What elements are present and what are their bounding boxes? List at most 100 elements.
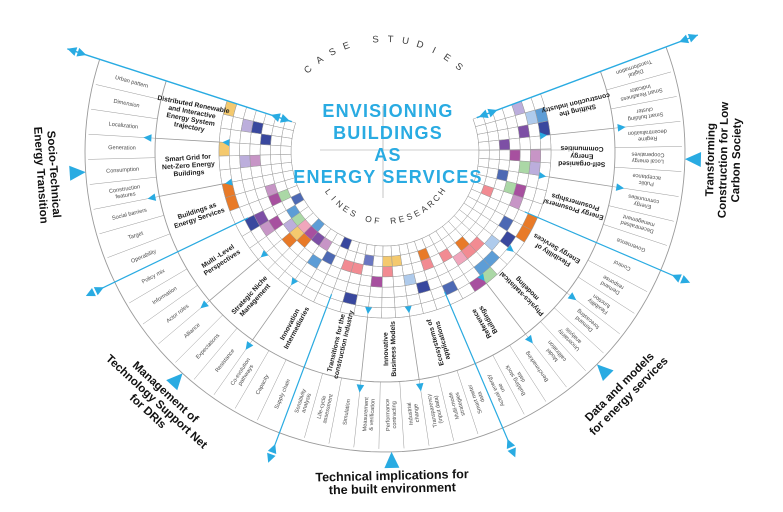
- keyword-divider: [554, 307, 604, 354]
- matrix-cell: [392, 265, 404, 277]
- matrix-cell: [529, 135, 541, 150]
- sector-divider: [549, 176, 613, 187]
- keyword-label: Measurement& verification: [362, 397, 377, 432]
- sector-label: Flexibility ofEnergy Services: [529, 231, 582, 271]
- sector-marker: [200, 300, 209, 309]
- title-line: ENERGY SERVICES: [293, 167, 483, 187]
- arc-letter: S: [372, 34, 379, 45]
- keyword-label: Target: [127, 231, 144, 242]
- sector-marker: [477, 273, 485, 282]
- keyword-divider: [257, 359, 287, 421]
- sector-divider: [159, 183, 223, 197]
- matrix-cell: [540, 148, 552, 164]
- matrix-cell: [519, 149, 531, 162]
- arc-letter: D: [415, 39, 425, 52]
- matrix-cell: [507, 126, 520, 140]
- keyword-divider: [328, 377, 342, 444]
- sector-marker: [225, 178, 233, 186]
- fan-edge-line: [476, 34, 699, 119]
- keyword-label: Smart ReadinessIndicator: [618, 80, 663, 102]
- keyword-label: Performancecontracting: [385, 399, 398, 431]
- bowtie-marker: [76, 47, 87, 57]
- keyword-label: Co-evolutionpathways: [230, 357, 257, 390]
- keyword-label: Industrialchange: [407, 401, 422, 425]
- diagram-title: ENVISIONING BUILDINGS AS ENERGY SERVICES: [272, 100, 504, 188]
- sector-label: Distributed Renewableand InteractiveEner…: [152, 95, 230, 138]
- matrix-cell: [528, 161, 541, 176]
- matrix-cell: [381, 307, 396, 319]
- keyword-label: Benchmarking: [525, 350, 551, 383]
- keyword-divider: [608, 205, 674, 222]
- matrix-cell: [373, 245, 384, 257]
- matrix-cell: [393, 285, 407, 298]
- group-label: Socio-TechnicalEnergy Transition: [31, 125, 63, 224]
- keyword-divider: [540, 321, 586, 372]
- matrix-cell: [529, 148, 541, 163]
- bowtie-marker: [680, 275, 691, 284]
- bowtie-marker: [85, 288, 96, 297]
- matrix-cell: [372, 255, 384, 267]
- sector-label: InnovationIntermediaries: [276, 302, 311, 350]
- arc-letter: T: [387, 34, 394, 45]
- keyword-label: Control: [613, 258, 632, 271]
- bowtie-marker: [487, 108, 498, 118]
- sector-label: Transitions for theconstruction industry: [325, 308, 355, 380]
- group-arrow: [384, 451, 400, 469]
- keyword-label: Transparency(input data): [427, 392, 446, 428]
- matrix-cell: [370, 275, 383, 288]
- keyword-label: Energycommunities: [626, 192, 659, 210]
- sector-label: InnovativeBusiness Models: [382, 321, 398, 377]
- sector-marker: [415, 382, 424, 392]
- matrix-cell: [382, 255, 393, 267]
- matrix-cell: [517, 124, 530, 139]
- keyword-label: Local energyCooperatives: [631, 151, 664, 164]
- sector-marker: [538, 171, 547, 179]
- arc-letter: C: [431, 192, 443, 203]
- keyword-label: DigitalTransformation: [615, 58, 654, 81]
- matrix-cell: [363, 254, 375, 267]
- keyword-label: Information: [152, 286, 179, 306]
- matrix-cell: [229, 155, 241, 170]
- band-arc: [154, 71, 616, 383]
- arc-letter: N: [334, 198, 345, 210]
- keyword-label: Policy mix: [141, 268, 166, 285]
- group-label: Technical implications forthe built envi…: [315, 467, 469, 497]
- matrix-cell: [239, 155, 251, 169]
- matrix-cell: [361, 264, 374, 277]
- keyword-label: Publicacceptance: [632, 172, 662, 187]
- bowtie-marker: [671, 274, 682, 283]
- title-line: ENVISIONING: [322, 101, 454, 121]
- keyword-label: Demandforecasting: [572, 307, 601, 334]
- arc-letter: R: [425, 198, 436, 210]
- bowtie-marker: [687, 33, 698, 43]
- keyword-divider: [304, 373, 323, 438]
- matrix-cell: [239, 130, 252, 145]
- group-boundary-line: [272, 294, 333, 450]
- group-arrow: [166, 373, 183, 391]
- matrix-cell: [368, 296, 383, 308]
- keyword-label: Dimension: [113, 99, 140, 110]
- keyword-label: Expectations: [195, 333, 221, 361]
- arc-letter: S: [327, 46, 338, 59]
- group-label: Data and modelsfor energy services: [578, 346, 670, 438]
- matrix-cell: [249, 154, 262, 168]
- matrix-cell: [382, 245, 392, 257]
- arc-letter: I: [329, 194, 338, 202]
- matrix-cell: [371, 265, 383, 278]
- matrix-cell: [369, 286, 383, 298]
- sector-marker: [539, 132, 548, 140]
- keyword-label: Smart meterdata: [467, 381, 490, 414]
- keyword-label: Sensitivityanalysis: [294, 388, 314, 416]
- sector-marker: [291, 277, 299, 286]
- group-label: TransformingConstruction for LowCarbon S…: [704, 101, 745, 218]
- matrix-cell: [229, 129, 242, 144]
- matrix-cell: [249, 143, 261, 156]
- matrix-cell: [382, 266, 394, 278]
- matrix-cell: [509, 149, 521, 162]
- matrix-cell: [508, 137, 521, 150]
- bowtie-marker: [506, 438, 516, 450]
- keyword-label: Consumption: [106, 167, 139, 175]
- sector-marker: [617, 124, 626, 132]
- sector-divider: [209, 258, 259, 301]
